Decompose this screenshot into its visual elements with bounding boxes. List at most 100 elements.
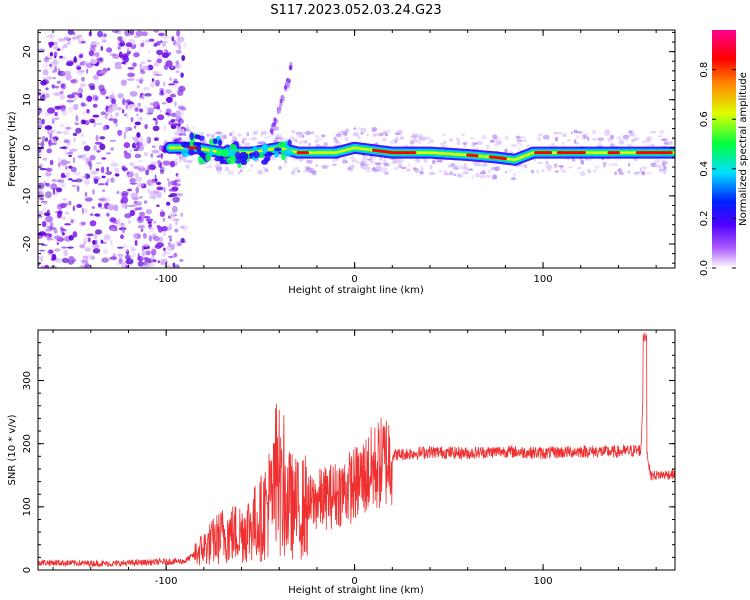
- noise-blob: [84, 197, 93, 202]
- halo-blob: [204, 166, 210, 169]
- noise-blob: [83, 145, 91, 152]
- halo-blob: [278, 134, 283, 139]
- noise-blob: [132, 202, 137, 207]
- noise-blob: [129, 162, 136, 167]
- noise-blob: [99, 197, 107, 202]
- halo-blob: [438, 169, 443, 173]
- noise-blob: [63, 249, 69, 257]
- noise-blob: [152, 125, 160, 132]
- halo-blob: [418, 135, 422, 141]
- halo-blob: [349, 156, 355, 159]
- rising-track-blob: [279, 98, 283, 104]
- halo-blob: [552, 143, 555, 146]
- noise-blob: [53, 235, 62, 240]
- halo-blob: [306, 159, 313, 164]
- ridge-blob: [194, 134, 201, 140]
- noise-blob: [72, 231, 78, 238]
- rising-track-blob: [285, 81, 289, 86]
- halo-blob: [587, 168, 590, 173]
- ridge-blob: [283, 148, 293, 157]
- noise-blob: [106, 47, 113, 53]
- halo-blob: [360, 127, 367, 133]
- halo-blob: [504, 135, 509, 141]
- noise-blob: [180, 238, 185, 243]
- noise-blob: [161, 253, 166, 257]
- halo-blob: [554, 170, 559, 173]
- halo-blob: [342, 157, 347, 161]
- halo-blob: [248, 169, 251, 172]
- noise-blob: [78, 87, 84, 94]
- noise-blob: [91, 206, 95, 209]
- noise-blob: [129, 178, 136, 183]
- noise-blob: [51, 138, 57, 141]
- noise-blob: [113, 105, 118, 111]
- noise-blob: [111, 158, 114, 163]
- y-tick-label: 300: [22, 371, 33, 390]
- ridge-blob: [212, 138, 218, 145]
- noise-blob: [158, 70, 162, 74]
- noise-blob: [165, 60, 173, 67]
- noise-blob: [94, 52, 100, 58]
- halo-blob: [415, 157, 420, 163]
- noise-blob: [45, 93, 50, 99]
- noise-blob: [121, 202, 126, 209]
- noise-blob: [42, 79, 50, 85]
- halo-blob: [213, 164, 220, 168]
- noise-blob: [54, 117, 60, 120]
- noise-blob: [160, 90, 164, 95]
- halo-blob: [456, 140, 461, 146]
- noise-blob: [170, 119, 176, 123]
- noise-blob: [128, 128, 131, 131]
- snr-xlabel: Height of straight line (km): [288, 585, 424, 596]
- halo-blob: [521, 139, 528, 143]
- noise-blob: [103, 33, 107, 38]
- halo-blob: [457, 173, 461, 178]
- noise-blob: [106, 212, 110, 217]
- noise-blob: [54, 51, 58, 56]
- noise-blob: [171, 36, 175, 42]
- noise-blob: [129, 182, 138, 185]
- noise-blob: [64, 223, 72, 226]
- noise-blob: [174, 101, 177, 107]
- noise-blob: [45, 228, 53, 232]
- noise-blob: [97, 30, 104, 38]
- noise-blob: [52, 59, 58, 66]
- halo-blob: [279, 137, 286, 143]
- noise-blob: [125, 103, 128, 110]
- noise-blob: [75, 114, 79, 122]
- noise-blob: [93, 178, 99, 184]
- ridge-blob: [277, 141, 287, 148]
- noise-blob: [113, 118, 118, 124]
- noise-blob: [54, 248, 61, 252]
- rising-track-blob: [283, 85, 287, 90]
- noise-blob: [139, 196, 143, 199]
- halo-blob: [623, 139, 629, 142]
- halo-blob: [448, 164, 451, 168]
- halo-blob: [389, 140, 397, 145]
- noise-blob: [45, 191, 52, 199]
- noise-blob: [98, 71, 107, 75]
- noise-blob: [43, 202, 48, 206]
- noise-blob: [147, 221, 152, 224]
- noise-blob: [113, 204, 119, 212]
- noise-blob: [169, 160, 175, 168]
- halo-blob: [475, 173, 480, 178]
- noise-blob: [45, 167, 53, 172]
- noise-blob: [98, 198, 106, 201]
- halo-blob: [546, 168, 553, 172]
- noise-blob: [145, 112, 154, 115]
- halo-blob: [261, 130, 268, 136]
- halo-blob: [661, 159, 666, 163]
- halo-blob: [573, 129, 578, 134]
- noise-blob: [149, 195, 157, 200]
- noise-blob: [71, 184, 77, 188]
- noise-blob: [95, 162, 102, 165]
- colorbar-tick-label: 0.4: [699, 161, 710, 177]
- noise-blob: [169, 238, 172, 242]
- noise-blob: [137, 182, 145, 188]
- noise-blob: [176, 89, 179, 92]
- colorbar-ticks: 0.0 0.2 0.4 0.6 0.8: [699, 62, 736, 276]
- noise-blob: [137, 261, 144, 267]
- noise-blob: [93, 121, 97, 128]
- noise-blob: [122, 167, 128, 172]
